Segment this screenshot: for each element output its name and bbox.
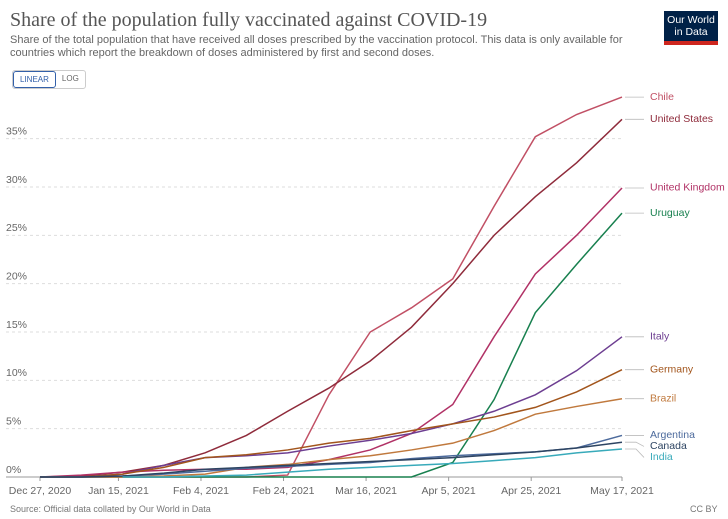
label-connector [625,448,645,458]
chart-subtitle: Share of the total population that have … [10,34,623,59]
series-line [122,448,623,478]
y-tick-label: 0% [6,464,21,476]
y-tick-label: 10% [6,367,27,379]
legend-label: United Kingdom [650,182,725,194]
x-tick-label: Feb 4, 2021 [173,485,229,497]
x-tick-label: Dec 27, 2020 [9,485,72,497]
x-tick-label: Apr 25, 2021 [501,485,561,497]
y-tick-label: 30% [6,174,27,186]
legend-label: Uruguay [650,207,690,219]
label-connector [625,441,645,447]
legend-label: Argentina [650,429,695,441]
legend-label: Chile [650,91,674,103]
series-line [40,397,623,478]
x-tick-label: Feb 24, 2021 [253,485,315,497]
series-line [40,212,623,478]
x-tick-label: May 17, 2021 [590,485,654,497]
source: Source: Official data collated by Our Wo… [10,504,211,514]
x-tick-label: Apr 5, 2021 [421,485,475,497]
x-tick-label: Jan 15, 2021 [88,485,149,497]
y-tick-label: 15% [6,319,27,331]
legend-label: Italy [650,331,670,343]
series-line [40,369,623,478]
legend-label: India [650,451,673,463]
series-line [39,118,623,478]
scale-button[interactable]: LINEAR [13,71,56,88]
chart-title: Share of the population fully vaccinated… [10,9,488,31]
legend-label: United States [650,113,713,125]
series-line [40,441,623,478]
y-tick-label: 35% [6,125,27,137]
y-tick-label: 25% [6,222,27,234]
series-line [40,96,623,478]
scale-button[interactable]: LOG [61,74,79,83]
x-tick-label: Mar 16, 2021 [335,485,397,497]
license[interactable]: CC BY [690,504,718,514]
logo[interactable]: Our World in Data [664,11,718,45]
legend-label: Brazil [650,392,676,404]
legend-label: Canada [650,440,687,452]
y-tick-label: 5% [6,415,21,427]
y-tick-label: 20% [6,270,27,282]
scale-toggle: LINEAR LOG [12,70,86,89]
legend-label: Germany [650,363,694,375]
